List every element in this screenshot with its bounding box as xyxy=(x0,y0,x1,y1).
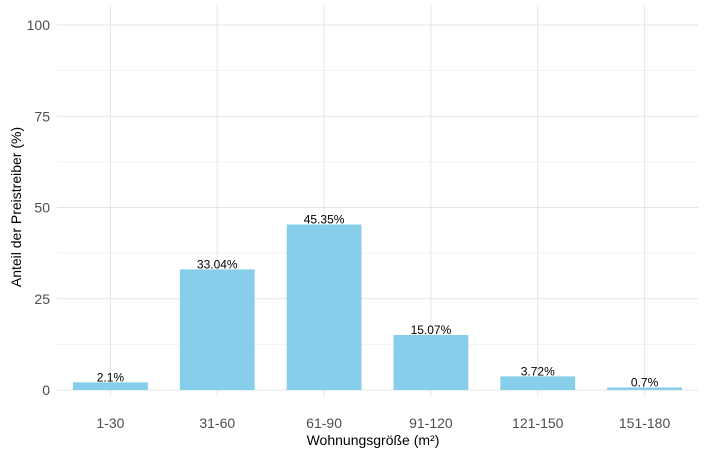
bar xyxy=(286,224,362,390)
bar xyxy=(179,269,255,390)
y-tick-label: 75 xyxy=(34,108,50,124)
y-tick-label: 100 xyxy=(27,17,51,33)
bar-data-label: 2.1% xyxy=(97,370,125,384)
x-tick-label: 151-180 xyxy=(619,415,671,431)
bar xyxy=(73,382,148,390)
y-tick-label: 50 xyxy=(34,200,50,216)
x-tick-label: 91-120 xyxy=(409,415,453,431)
bars xyxy=(73,224,682,390)
bar-data-label: 45.35% xyxy=(304,212,345,226)
grid-lines xyxy=(57,5,698,396)
x-tick-label: 121-150 xyxy=(512,415,564,431)
x-tick-label: 1-30 xyxy=(96,415,124,431)
y-tick-label: 0 xyxy=(42,382,50,398)
bar-data-label: 15.07% xyxy=(411,323,452,337)
y-axis-title: Anteil der Preistreiber (%) xyxy=(8,127,24,287)
x-tick-label: 31-60 xyxy=(199,415,235,431)
bar-data-label: 3.72% xyxy=(521,364,555,378)
x-tick-label: 61-90 xyxy=(306,415,342,431)
data-labels: 2.1% 33.04% 45.35% 15.07% 3.72% 0.7% xyxy=(97,212,659,389)
y-tick-label: 25 xyxy=(34,291,50,307)
x-axis-title: Wohnungsgröße (m²) xyxy=(307,432,440,448)
bar xyxy=(500,376,576,390)
bar-data-label: 33.04% xyxy=(197,257,238,271)
x-axis-ticks: 1-30 31-60 61-90 91-120 121-150 151-180 xyxy=(96,415,670,431)
bar-data-label: 0.7% xyxy=(631,375,659,389)
bar xyxy=(607,387,682,390)
y-axis-ticks: 0 25 50 75 100 xyxy=(27,17,51,398)
bar xyxy=(393,334,469,390)
